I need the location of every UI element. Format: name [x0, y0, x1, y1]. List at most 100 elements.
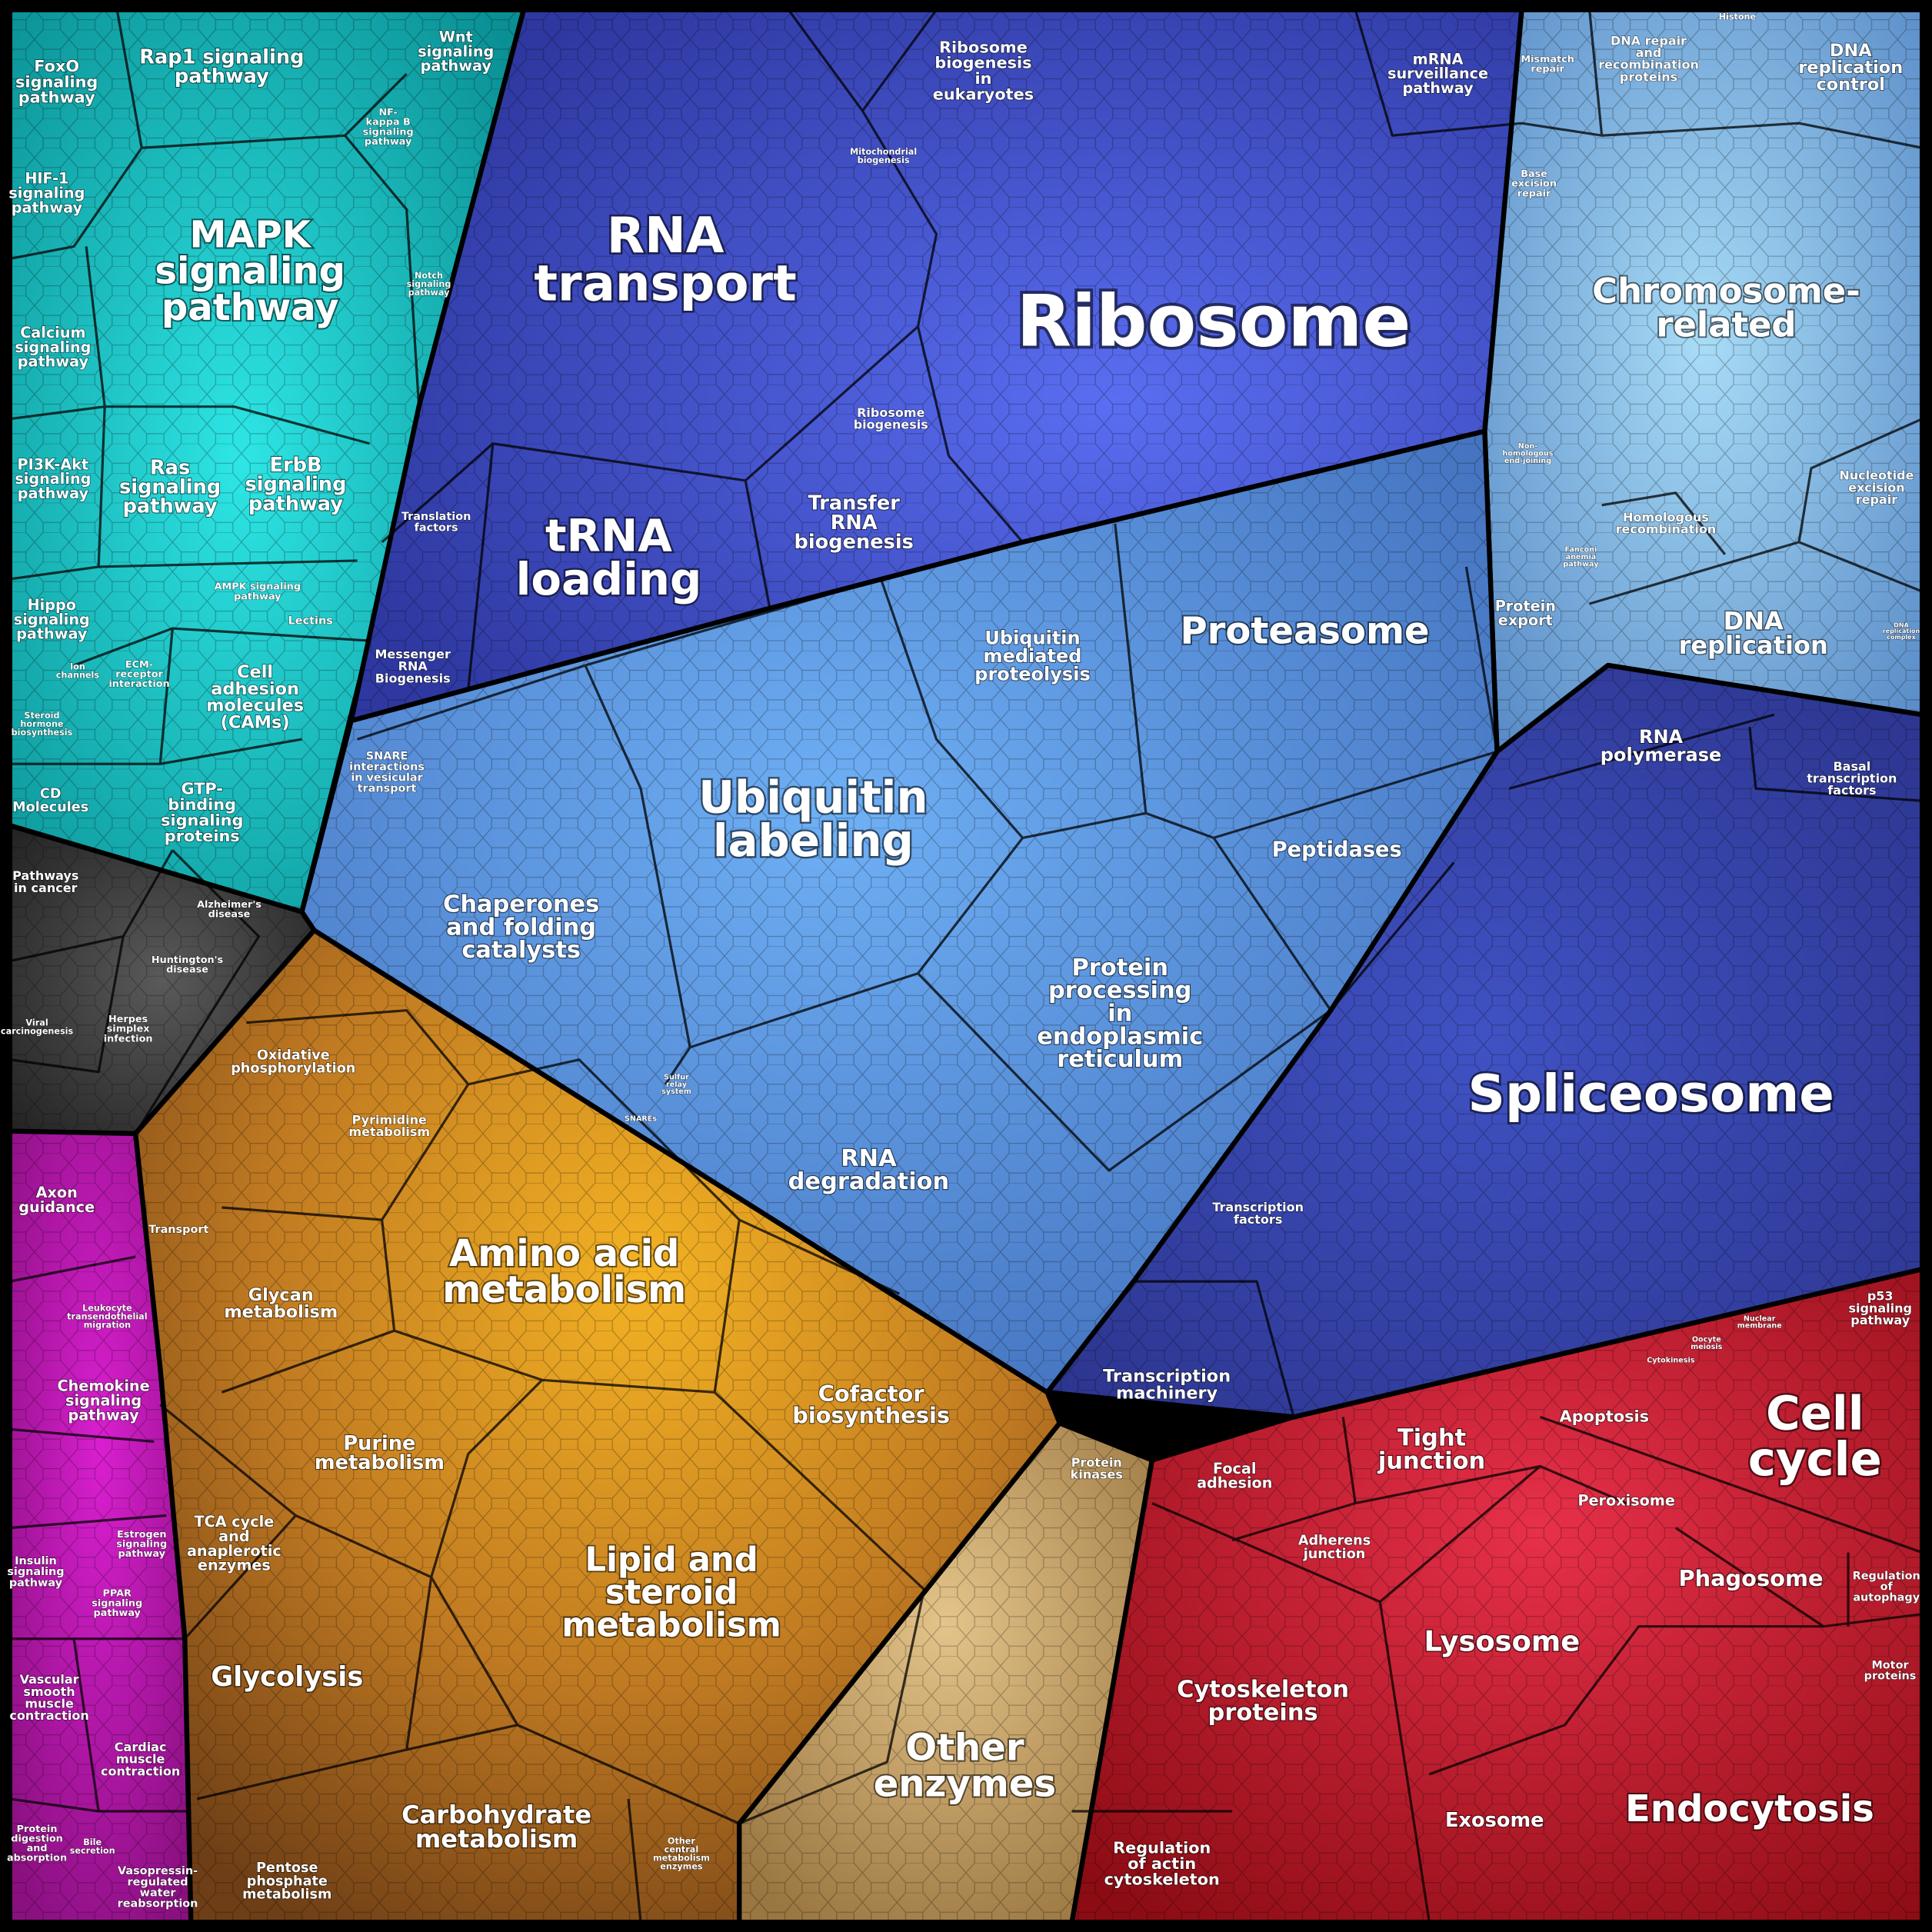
- label-line: metabolism: [224, 1301, 338, 1321]
- label-line: Ribosome: [857, 405, 925, 419]
- label-line: biogenesis: [858, 155, 910, 165]
- label-line: repair: [1531, 63, 1564, 75]
- label-line: Transcription: [1103, 1366, 1231, 1386]
- label-line: Sulfur: [664, 1073, 689, 1081]
- label-line: autophagy: [1853, 1592, 1920, 1604]
- label-line: hormone: [20, 719, 64, 729]
- label-line: loading: [516, 553, 702, 605]
- label-line: regulated: [128, 1876, 188, 1888]
- label-line: Vascular: [20, 1672, 79, 1687]
- label-line: transcription: [1807, 771, 1897, 785]
- label-line: phosphate: [247, 1874, 328, 1889]
- region-label: Regulation of actin cytoskeleton: [1104, 1838, 1220, 1888]
- region-label: Vascular smooth muscle contraction: [9, 1672, 88, 1723]
- label-line: signaling: [116, 1538, 167, 1550]
- label-line: DNA: [1724, 606, 1784, 635]
- label-line: Lysosome: [1424, 1624, 1580, 1657]
- region-label: Oxidative phosphorylation: [231, 1048, 355, 1076]
- label-line: Fanconi: [1565, 546, 1597, 555]
- label-line: Messenger: [375, 647, 451, 661]
- region-label: Basal transcription factors: [1807, 758, 1897, 797]
- region-label: Glycan metabolism: [224, 1284, 338, 1321]
- label-line: Protein: [17, 1823, 58, 1834]
- label-line: contraction: [9, 1708, 88, 1723]
- label-line: reticulum: [1057, 1046, 1183, 1073]
- label-line: mediated: [984, 645, 1082, 667]
- label-line: Glycolysis: [211, 1661, 363, 1693]
- label-line: in vesicular: [351, 772, 423, 784]
- label-line: end-joining: [1504, 457, 1551, 465]
- label-line: pathway: [408, 288, 450, 298]
- region-label: Non-homologous end-joining: [1503, 442, 1554, 465]
- label-line: signaling: [7, 1566, 64, 1578]
- region-label: DNA replication complex: [1883, 621, 1920, 641]
- label-line: Estrogen: [117, 1528, 167, 1540]
- label-line: Lipid and: [585, 1541, 758, 1579]
- label-line: Steroid: [24, 711, 59, 721]
- label-line: HIF-1: [25, 169, 68, 187]
- label-line: factors: [415, 521, 458, 534]
- label-line: Cofactor: [818, 1381, 925, 1407]
- label-line: signaling: [119, 475, 221, 498]
- label-line: mRNA: [1413, 50, 1464, 68]
- label-line: processing: [1048, 977, 1191, 1004]
- region-label: Phagosome: [1678, 1565, 1823, 1591]
- label-line: pathway: [1402, 78, 1474, 96]
- label-line: kinases: [1071, 1467, 1123, 1481]
- label-line: Other: [668, 1837, 695, 1847]
- label-line: enzymes: [198, 1556, 271, 1574]
- label-line: system: [661, 1088, 691, 1096]
- region-label: Translation factors: [401, 511, 471, 534]
- label-line: RNA: [1639, 726, 1684, 748]
- label-line: DNA: [1830, 41, 1872, 61]
- label-line: PPAR: [103, 1587, 132, 1599]
- label-line: Apoptosis: [1560, 1407, 1649, 1425]
- label-line: Ubiquitin: [698, 771, 928, 823]
- region-label: Insulin signaling pathway: [7, 1555, 64, 1589]
- label-line: pathway: [1850, 1313, 1910, 1327]
- label-line: Transcription: [1212, 1200, 1304, 1214]
- label-line: AMPK signaling: [215, 581, 301, 592]
- label-line: DNA: [1894, 621, 1909, 628]
- label-line: Protein: [1071, 1454, 1122, 1469]
- region-label: Base excision repair: [1511, 168, 1557, 199]
- region-label: Pathways in cancer: [12, 868, 78, 895]
- label-line: pathway: [18, 485, 89, 502]
- label-line: pathway: [68, 1406, 139, 1424]
- region-label: Messenger RNA Biogenesis: [375, 647, 451, 685]
- label-line: Bile: [83, 1837, 102, 1847]
- label-line: absorption: [7, 1852, 67, 1864]
- label-line: SNARE: [366, 750, 408, 762]
- label-line: Chemokine: [58, 1377, 150, 1394]
- label-line: Regulation: [1113, 1838, 1211, 1857]
- label-line: polymerase: [1601, 744, 1722, 766]
- region-label: Nucleotide excision repair: [1839, 468, 1914, 506]
- region-label: CD Molecules: [12, 787, 88, 815]
- label-line: MAPK: [189, 214, 311, 257]
- label-line: infection: [104, 1033, 153, 1044]
- region-label: Leukocyte transendothelial migration: [67, 1304, 147, 1331]
- label-line: in: [1108, 1000, 1132, 1027]
- label-line: of actin: [1128, 1854, 1196, 1873]
- label-line: proteins: [165, 827, 240, 845]
- label-line: in: [974, 69, 991, 88]
- region-label: Adherens junction: [1298, 1534, 1371, 1562]
- label-line: Molecules: [12, 800, 88, 815]
- label-line: contraction: [101, 1764, 180, 1778]
- label-line: Glycan: [248, 1284, 314, 1304]
- label-line: membrane: [1737, 1322, 1782, 1331]
- label-line: interactions: [349, 761, 425, 773]
- label-line: pathway: [9, 1577, 63, 1589]
- label-line: signaling: [14, 610, 90, 628]
- label-line: secretion: [70, 1846, 115, 1856]
- region-label: Transcription machinery: [1103, 1366, 1231, 1403]
- region-label: Amino acid metabolism: [442, 1232, 686, 1311]
- region-label: Huntington's disease: [152, 954, 224, 976]
- label-line: molecules: [206, 695, 304, 715]
- region-label: Cardiac muscle contraction: [101, 1740, 180, 1778]
- label-line: adhesion: [1197, 1474, 1272, 1491]
- label-line: Hippo: [28, 595, 76, 613]
- label-line: signaling: [155, 250, 345, 293]
- label-line: cytoskeleton: [1104, 1870, 1220, 1888]
